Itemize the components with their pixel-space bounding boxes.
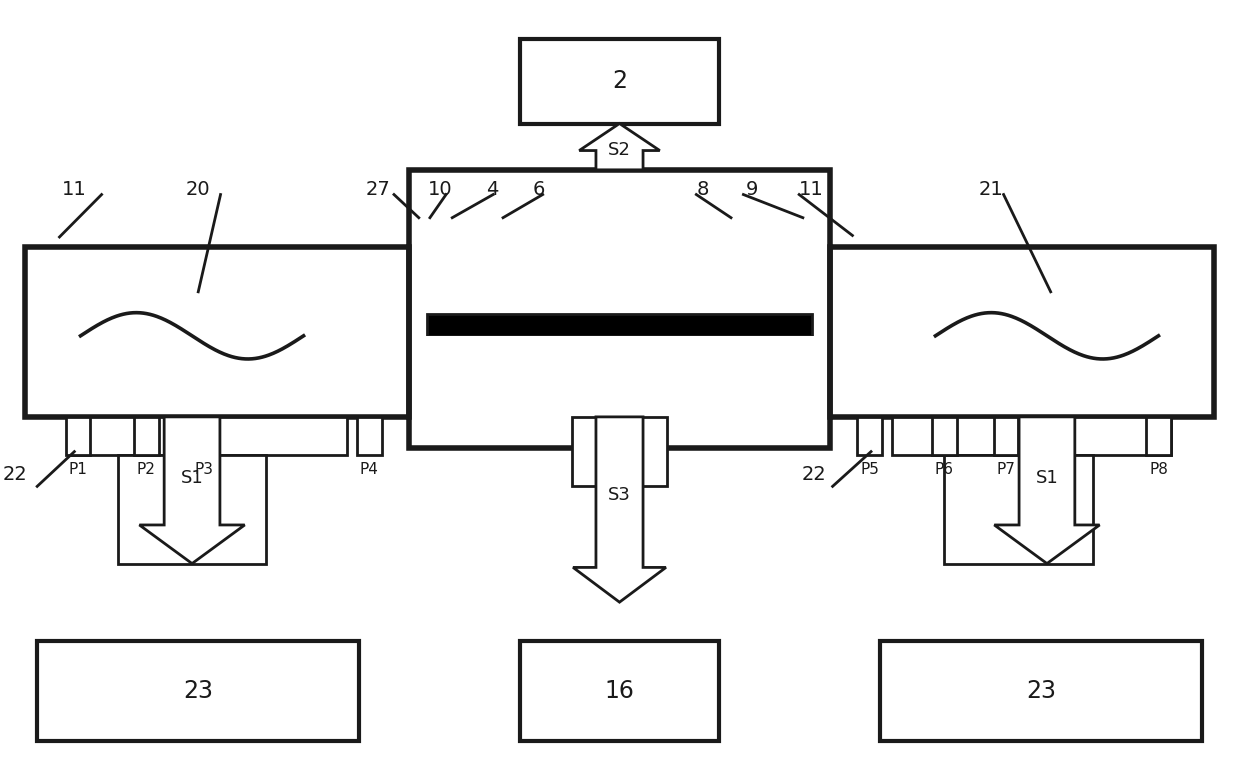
Bar xyxy=(192,417,217,455)
FancyArrow shape xyxy=(580,124,659,170)
Text: P2: P2 xyxy=(136,462,156,476)
Bar xyxy=(1146,417,1171,455)
Bar xyxy=(118,455,266,564)
Text: P4: P4 xyxy=(359,462,379,476)
Text: 22: 22 xyxy=(2,466,27,484)
Text: 21: 21 xyxy=(979,180,1004,198)
Text: S1: S1 xyxy=(1036,469,1058,487)
Bar xyxy=(880,641,1202,741)
Text: 10: 10 xyxy=(427,180,452,198)
Text: 11: 11 xyxy=(799,180,824,198)
Bar xyxy=(892,417,1171,455)
Bar xyxy=(857,417,882,455)
Bar xyxy=(66,417,90,455)
Bar xyxy=(409,170,830,448)
Bar xyxy=(520,39,719,124)
Text: 23: 23 xyxy=(183,679,213,703)
Text: 9: 9 xyxy=(746,180,758,198)
Bar xyxy=(427,314,812,336)
Bar xyxy=(415,336,824,444)
Text: 16: 16 xyxy=(605,679,634,703)
Text: 27: 27 xyxy=(366,180,390,198)
Text: 2: 2 xyxy=(612,69,627,93)
FancyArrow shape xyxy=(572,417,667,602)
Bar xyxy=(520,641,719,741)
Bar xyxy=(357,417,382,455)
Text: P8: P8 xyxy=(1149,462,1168,476)
Bar xyxy=(944,455,1093,564)
Text: 11: 11 xyxy=(62,180,87,198)
Bar xyxy=(932,417,957,455)
Bar xyxy=(37,641,359,741)
Text: P5: P5 xyxy=(860,462,880,476)
FancyArrow shape xyxy=(994,417,1100,564)
Text: P1: P1 xyxy=(68,462,88,476)
Text: 23: 23 xyxy=(1026,679,1056,703)
Text: P6: P6 xyxy=(934,462,954,476)
Bar xyxy=(68,417,347,455)
Bar xyxy=(25,247,1214,417)
Text: S2: S2 xyxy=(608,141,631,159)
Text: 6: 6 xyxy=(533,180,545,198)
Bar xyxy=(994,417,1018,455)
Text: 20: 20 xyxy=(186,180,211,198)
Text: P7: P7 xyxy=(996,462,1016,476)
FancyArrow shape xyxy=(139,417,245,564)
Bar xyxy=(572,417,667,486)
Text: 22: 22 xyxy=(802,466,826,484)
Text: S1: S1 xyxy=(181,469,203,487)
Text: 8: 8 xyxy=(696,180,709,198)
Bar xyxy=(134,417,159,455)
Text: S3: S3 xyxy=(608,486,631,503)
Text: P3: P3 xyxy=(195,462,214,476)
Text: 4: 4 xyxy=(486,180,498,198)
